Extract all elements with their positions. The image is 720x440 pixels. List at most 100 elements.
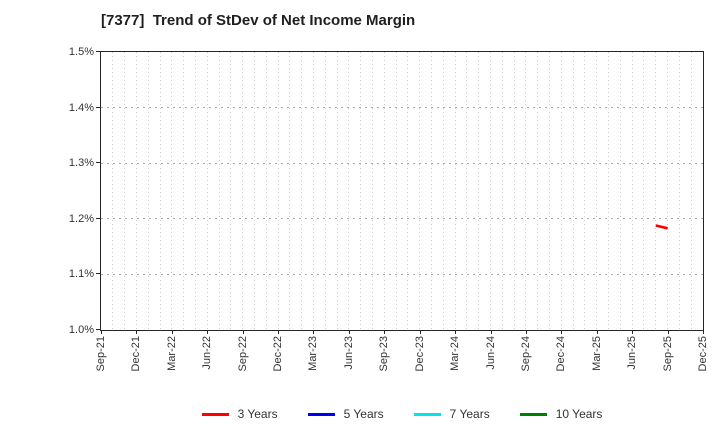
legend-item-7-years: 7 Years — [413, 407, 490, 421]
y-tick-label: 1.4% — [68, 101, 94, 114]
x-tick-label: Dec-24 — [555, 336, 568, 372]
x-grid-line — [218, 52, 220, 330]
x-grid-line — [230, 52, 232, 330]
x-grid-line — [537, 52, 539, 330]
x-tick-mark — [561, 330, 563, 334]
y-tick-label: 1.2% — [68, 212, 94, 225]
y-tick-label: 1.5% — [68, 46, 94, 58]
legend-label: 7 Years — [449, 407, 490, 421]
legend-key-line — [201, 412, 229, 416]
x-grid-line — [348, 52, 350, 330]
x-grid-line — [478, 52, 480, 330]
x-tick-mark — [242, 330, 244, 334]
x-tick-label: Mar-23 — [307, 336, 320, 371]
x-tick-label: Sep-25 — [661, 336, 674, 372]
x-tick-label: Mar-22 — [165, 336, 178, 371]
x-tick-mark — [278, 330, 280, 334]
x-grid-line — [277, 52, 279, 330]
legend-key-line — [307, 412, 335, 416]
x-tick-label: Mar-24 — [449, 336, 462, 371]
x-tick-label: Dec-23 — [413, 336, 426, 372]
x-grid-line — [289, 52, 291, 330]
x-tick-mark — [348, 330, 350, 334]
x-tick-mark — [596, 330, 598, 334]
x-tick-mark — [632, 330, 634, 334]
x-grid-line — [183, 52, 185, 330]
y-tick-mark — [96, 329, 100, 330]
x-tick-mark — [101, 330, 102, 334]
y-tick-mark — [96, 51, 100, 52]
x-grid-line — [135, 52, 137, 330]
x-tick-mark — [703, 330, 704, 334]
x-grid-line — [549, 52, 551, 330]
x-tick-mark — [525, 330, 527, 334]
x-grid-line — [301, 52, 303, 330]
y-tick-label: 1.1% — [68, 268, 94, 281]
x-tick-label: Mar-25 — [590, 336, 603, 371]
x-grid-line — [159, 52, 161, 330]
x-grid-line — [265, 52, 267, 330]
x-tick-label: Dec-22 — [272, 336, 285, 372]
x-grid-line — [525, 52, 527, 330]
x-grid-line — [171, 52, 173, 330]
x-tick-mark — [455, 330, 457, 334]
x-grid-line — [206, 52, 208, 330]
x-grid-line — [655, 52, 657, 330]
y-tick-label: 1.0% — [68, 324, 94, 336]
y-tick-mark — [96, 217, 100, 219]
x-tick-label: Jun-24 — [484, 336, 497, 370]
legend-label: 10 Years — [555, 407, 603, 421]
chart-series-svg — [655, 224, 668, 230]
x-grid-line — [678, 52, 680, 330]
x-tick-label: Sep-23 — [378, 336, 391, 372]
x-grid-line — [336, 52, 338, 330]
x-grid-line — [619, 52, 621, 330]
x-tick-mark — [313, 330, 315, 334]
x-grid-line — [395, 52, 397, 330]
x-tick-mark — [207, 330, 209, 334]
x-grid-line — [112, 52, 114, 330]
chart-title: [7377] Trend of StDev of Net Income Marg… — [101, 12, 416, 29]
y-grid-line — [101, 218, 703, 220]
x-grid-line — [572, 52, 574, 330]
x-grid-line — [442, 52, 444, 330]
x-tick-mark — [384, 330, 386, 334]
x-grid-line — [253, 52, 255, 330]
x-grid-line — [667, 52, 669, 330]
x-grid-line — [419, 52, 421, 330]
x-tick-label: Jun-23 — [342, 336, 355, 370]
x-tick-label: Sep-21 — [95, 336, 107, 372]
x-grid-line — [454, 52, 456, 330]
series-line-3-years — [655, 224, 668, 230]
x-grid-line — [242, 52, 244, 330]
x-grid-line — [631, 52, 633, 330]
x-grid-line — [513, 52, 515, 330]
x-grid-line — [584, 52, 586, 330]
x-grid-line — [466, 52, 468, 330]
x-grid-line — [147, 52, 149, 330]
x-tick-mark — [490, 330, 492, 334]
y-tick-mark — [96, 106, 100, 108]
x-grid-line — [124, 52, 126, 330]
x-tick-mark — [171, 330, 173, 334]
x-grid-line — [501, 52, 503, 330]
x-tick-label: Sep-22 — [236, 336, 249, 372]
x-grid-line — [431, 52, 432, 330]
x-grid-line — [490, 52, 492, 330]
y-tick-mark — [96, 162, 100, 164]
legend-item-10-years: 10 Years — [519, 407, 603, 421]
x-grid-line — [324, 52, 326, 330]
legend-key-line — [413, 412, 441, 416]
y-grid-line — [101, 107, 703, 109]
x-grid-line — [371, 52, 373, 330]
x-grid-line — [608, 52, 610, 330]
plot-area — [100, 51, 704, 331]
x-grid-line — [560, 52, 562, 330]
legend-label: 5 Years — [343, 407, 384, 421]
y-grid-line — [101, 162, 703, 164]
x-tick-label: Jun-25 — [626, 336, 639, 370]
x-tick-label: Dec-25 — [697, 336, 709, 372]
x-grid-line — [690, 52, 692, 330]
y-tick-mark — [96, 273, 100, 275]
legend-key-line — [519, 412, 547, 416]
